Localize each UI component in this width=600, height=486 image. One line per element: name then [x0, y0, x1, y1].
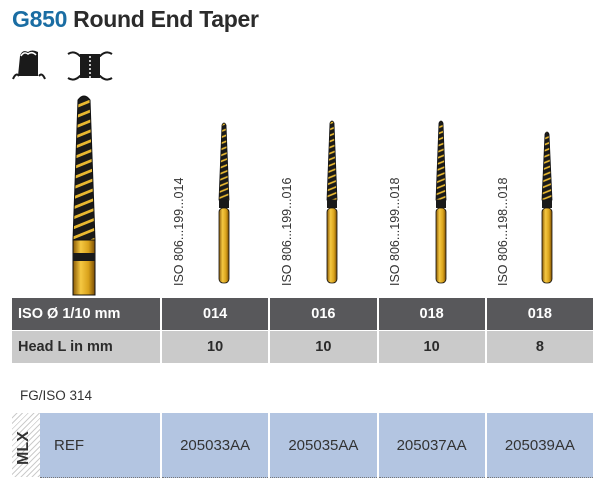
bur-iso-label: ISO 806...199...018: [388, 177, 402, 286]
bur-small: [541, 131, 553, 284]
ref-cell: 205039AA: [485, 413, 596, 478]
cell: 014: [161, 298, 271, 331]
bur-iso-label: ISO 806...198...018: [496, 177, 510, 286]
row-label: REF: [40, 413, 162, 478]
head-length-row: Head L in mm 10 10 10 8: [12, 330, 596, 363]
mlx-badge-text: MLX: [15, 431, 32, 465]
ref-cell: 205033AA: [161, 413, 271, 478]
bur-small: [218, 122, 230, 284]
bur-small: [326, 120, 338, 284]
cell: 10: [161, 330, 271, 363]
ref-cell: 205035AA: [269, 413, 379, 478]
bur-iso-label: ISO 806...199...014: [172, 177, 186, 286]
tooth-separation-icon: [67, 51, 113, 81]
ref-row: REF 205033AA 205035AA 205037AA 205039AA: [40, 413, 596, 478]
cell: 10: [377, 330, 487, 363]
ref-cell: 205037AA: [377, 413, 487, 478]
bur-small: [435, 120, 447, 284]
bur-iso-label: ISO 806...199...016: [280, 177, 294, 286]
cell: 018: [485, 298, 596, 331]
bur-large: [72, 95, 96, 296]
cell: 10: [269, 330, 379, 363]
iso-diameter-row: ISO Ø 1/10 mm 014 016 018 018: [12, 298, 596, 331]
product-name: Round End Taper: [73, 6, 259, 32]
ref-table: REF 205033AA 205035AA 205037AA 205039AA: [40, 413, 596, 478]
spec-table: ISO Ø 1/10 mm 014 016 018 018 Head L in …: [12, 298, 596, 363]
row-label: ISO Ø 1/10 mm: [12, 298, 162, 331]
shank-type-label: FG/ISO 314: [20, 388, 93, 403]
bur-illustrations: [72, 95, 553, 296]
row-label: Head L in mm: [12, 330, 162, 363]
cell: 016: [269, 298, 379, 331]
cell: 8: [485, 330, 596, 363]
product-code: G850: [12, 6, 68, 32]
cell: 018: [377, 298, 487, 331]
mlx-badge: MLX: [12, 413, 40, 477]
page-title: G850 Round End Taper: [12, 6, 259, 33]
crown-preparation-icon: [12, 50, 46, 80]
